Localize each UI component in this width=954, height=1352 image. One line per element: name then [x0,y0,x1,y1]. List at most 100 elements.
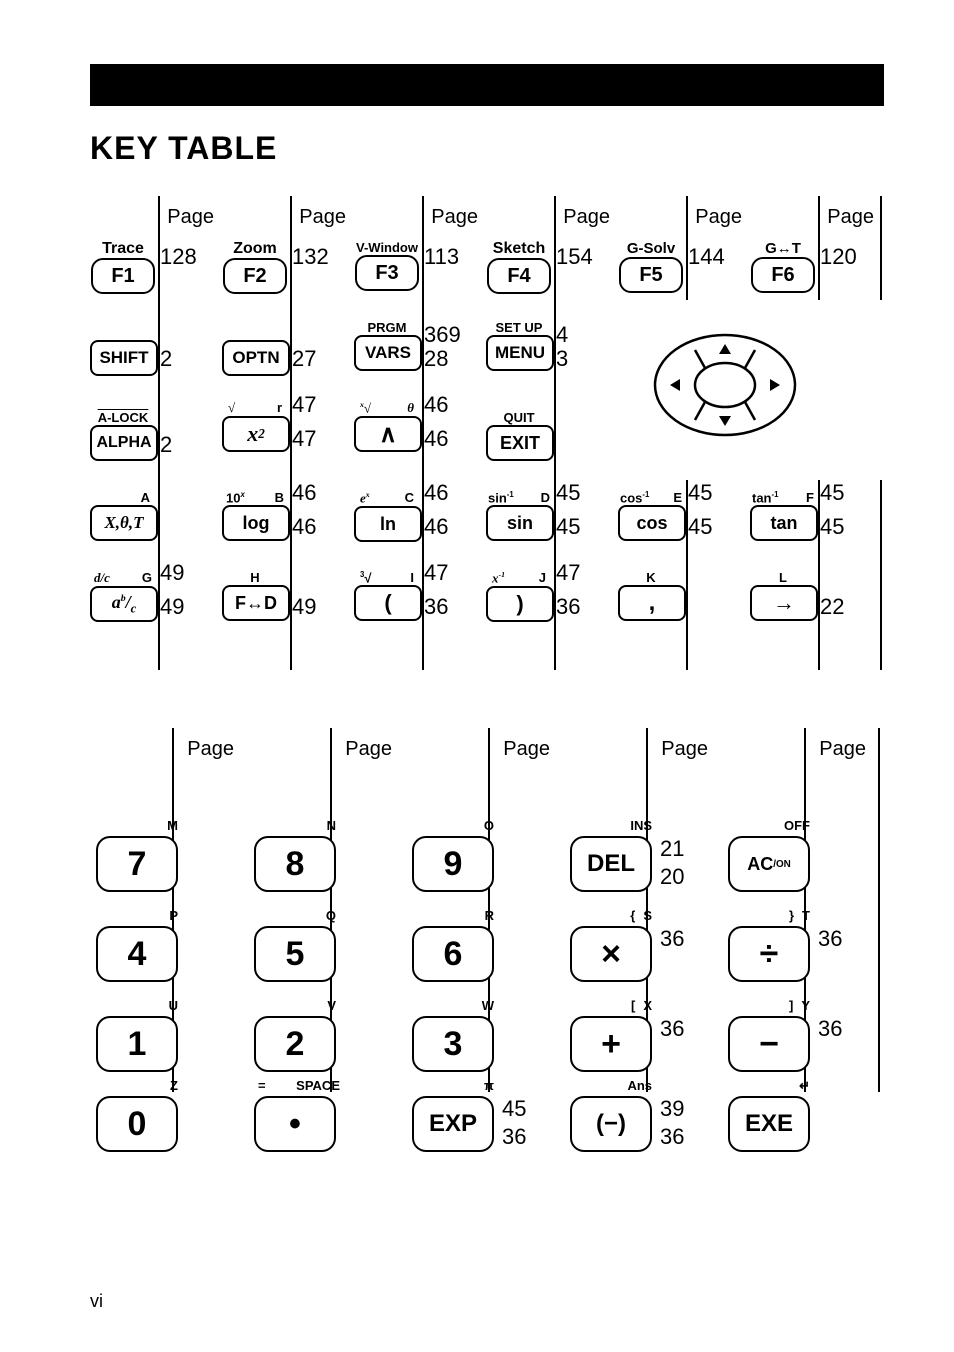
key-2: 2 [254,1016,336,1072]
page-ref: 36 [818,926,842,952]
key-0: 0 [96,1096,178,1152]
key-f5: F5 [619,257,683,293]
page-ref: 2 [160,346,212,372]
dpad [650,330,800,440]
numpad-cell: O9 [406,818,564,904]
top-col-4: Page SketchF4 154 SET UPMENU 4 3 QUITEXI… [486,200,618,670]
numpad-cell: INSDEL2120 [564,818,722,904]
page-ref: 36 [660,1124,684,1150]
top-col-2: Page ZoomF2 132 OPTN 27 √rx2 47 47 10xBl… [222,200,354,670]
cell-abc: d/c G ab/c [90,570,156,622]
numpad-cell: W3 [406,998,564,1084]
shift-label: = [258,1078,266,1093]
shift-label: [ [631,998,635,1013]
numpad-cell: = SPACE • [248,1078,406,1164]
page-ref: 45 [502,1096,526,1122]
page-ref: 36 [502,1124,526,1150]
alpha-label: A [90,490,156,505]
key-ln: ln [354,506,422,542]
alpha-label: Z [170,1078,178,1093]
shift-label: INS [630,818,652,833]
alpha-label: G [142,570,152,586]
alpha-label: P [169,908,178,923]
alpha-label: SPACE [296,1078,340,1093]
key-−: − [728,1016,810,1072]
key-arrow: → [750,585,818,621]
key-optn: OPTN [222,340,290,376]
top-col-1: Page Trace F1 128 SHIFT 2 A-LOCK ALPHA 2… [90,200,222,670]
numpad-cell: V2 [248,998,406,1084]
numpad-cell: R6 [406,908,564,994]
page-title: KEY TABLE [90,130,277,167]
numpad-cell: P4 [90,908,248,994]
numpad-cell: M7 [90,818,248,904]
page-header: Page [167,206,214,229]
shift-label-alock: A-LOCK [90,410,156,425]
alpha-label: X [643,998,652,1013]
key-tan: tan [750,505,818,541]
alpha-label: N [327,818,336,833]
alpha-label: π [484,1078,494,1093]
cell-f1: Trace F1 [90,240,156,294]
key-3: 3 [412,1016,494,1072]
key-7: 7 [96,836,178,892]
shift-label: { [630,908,635,923]
numpad-cell: U1 [90,998,248,1084]
key-6: 6 [412,926,494,982]
numpad-cell: ]Y−36 [722,998,880,1084]
alpha-label: U [169,998,178,1013]
numpad-cell: } T ÷ 36 [722,908,880,994]
alpha-label: W [482,998,494,1013]
shift-label: Ans [627,1078,652,1093]
key-8: 8 [254,836,336,892]
key-cos: cos [618,505,686,541]
key-5: 5 [254,926,336,982]
key-1: 1 [96,1016,178,1072]
key-f6: F6 [751,257,815,293]
page-ref: 128 [160,244,212,270]
key-(−): (−) [570,1096,652,1152]
numpad-cell: Z0 [90,1078,248,1164]
key-•: • [254,1096,336,1152]
key-÷: ÷ [728,926,810,982]
key-menu: MENU [486,335,554,371]
header-black-bar [90,64,884,106]
alpha-label: O [484,818,494,833]
key-vars: VARS [354,335,422,371]
numpad-cell: π EXP 4536 [406,1078,564,1164]
alpha-label: T [802,908,810,923]
shift-label: d/c [94,570,110,586]
alpha-label: M [167,818,178,833]
numpad-cell: {S×36 [564,908,722,994]
shift-label: } [789,908,794,923]
page-ref: 20 [660,864,684,890]
key-sin: sin [486,505,554,541]
key-table-bottom: Page Page Page Page Page M7P4U1Z0N8Q5V2=… [90,732,884,768]
key-fd: F↔D [222,585,290,621]
numpad-cell: Q5 [248,908,406,994]
key-EXP: EXP [412,1096,494,1152]
key-log: log [222,505,290,541]
key-power: ∧ [354,416,422,452]
key-xthetat: X,θ,T [90,505,158,541]
page-ref: 36 [818,1016,842,1042]
numpad-cell: N8 [248,818,406,904]
alpha-label: V [327,998,336,1013]
page-ref: 49 [160,560,212,586]
key-DEL: DEL [570,836,652,892]
key-4: 4 [96,926,178,982]
key-lparen: ( [354,585,422,621]
key-rparen: ) [486,586,554,622]
key-abc: ab/c [90,586,158,622]
numpad-cell: [X+36 [564,998,722,1084]
key-9: 9 [412,836,494,892]
page-ref: 39 [660,1096,684,1122]
cell-xthetat: A X,θ,T [90,490,156,541]
shift-label-trace: Trace [90,240,156,258]
key-f1: F1 [91,258,155,294]
page-ref: 36 [660,1016,684,1042]
page-ref: 36 [660,926,684,952]
key-x2: x2 [222,416,290,452]
alpha-label: S [643,908,652,923]
shift-label: ↵ [799,1078,810,1094]
